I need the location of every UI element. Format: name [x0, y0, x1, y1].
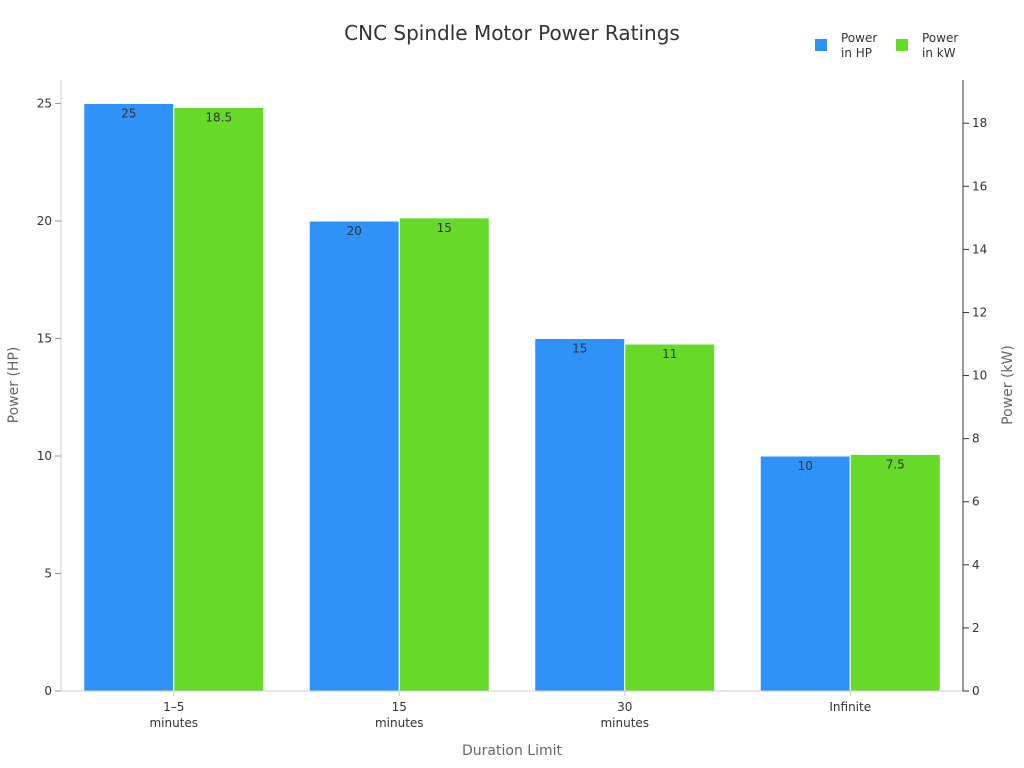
y-ticks: 0 5 10 15 20 25 — [37, 97, 61, 698]
bar-value-label: 15 — [572, 342, 587, 356]
y2-tick-label: 6 — [972, 495, 980, 509]
bar-value-label: 18.5 — [205, 110, 232, 124]
y-tick-label: 5 — [44, 567, 52, 581]
y-tick-label: 20 — [37, 214, 52, 228]
bar — [398, 217, 490, 692]
bar — [173, 106, 265, 692]
bar-labels: 25 18.5 20 15 15 11 10 7.5 — [121, 107, 905, 474]
bar — [308, 220, 400, 692]
x-tick-label: 15 minutes — [375, 700, 424, 730]
bar-value-label: 11 — [662, 347, 677, 361]
x-tick-label: 30 minutes — [600, 700, 649, 730]
x-tick-label: 1–5 minutes — [149, 700, 198, 730]
chart-title: CNC Spindle Motor Power Ratings — [344, 21, 680, 45]
y2-tick-label: 8 — [972, 432, 980, 446]
legend: Power in HP Power in kW — [815, 31, 958, 60]
bar — [849, 453, 941, 692]
y-tick-label: 15 — [37, 332, 52, 346]
y-tick-label: 0 — [44, 684, 52, 698]
x-axis-title: Duration Limit — [462, 743, 562, 759]
y-axis-title: Power (HP) — [6, 347, 22, 424]
y2-tick-label: 0 — [972, 684, 980, 698]
bar — [759, 455, 851, 692]
bar — [624, 343, 716, 692]
y2-tick-label: 14 — [972, 242, 987, 256]
legend-swatch — [815, 39, 827, 51]
bar-value-label: 25 — [121, 107, 136, 121]
bar-value-label: 20 — [347, 224, 362, 238]
bar-value-label: 15 — [437, 221, 452, 235]
y2-tick-label: 12 — [972, 305, 987, 319]
y2-axis-title: Power (kW) — [1000, 345, 1016, 425]
y2-tick-label: 16 — [972, 179, 987, 193]
y-tick-label: 25 — [37, 97, 52, 111]
y2-tick-label: 4 — [972, 558, 980, 572]
bar — [83, 103, 175, 692]
y2-tick-label: 2 — [972, 621, 980, 635]
y-tick-label: 10 — [37, 449, 52, 463]
legend-label: Power in kW — [922, 31, 958, 60]
bars — [83, 103, 941, 692]
x-tick-label: Infinite — [829, 700, 871, 714]
y2-ticks: 0 2 4 6 8 10 12 14 16 18 — [963, 116, 987, 698]
bar-value-label: 7.5 — [886, 457, 905, 471]
axes — [60, 80, 964, 692]
x-ticks: 1–5 minutes 15 minutes 30 minutes Infinite — [149, 691, 871, 730]
legend-label: Power in HP — [841, 31, 877, 60]
y2-tick-label: 18 — [972, 116, 987, 130]
y2-tick-label: 10 — [972, 369, 987, 383]
legend-swatch — [896, 39, 908, 51]
bar — [534, 338, 626, 692]
bar-value-label: 10 — [798, 459, 813, 473]
